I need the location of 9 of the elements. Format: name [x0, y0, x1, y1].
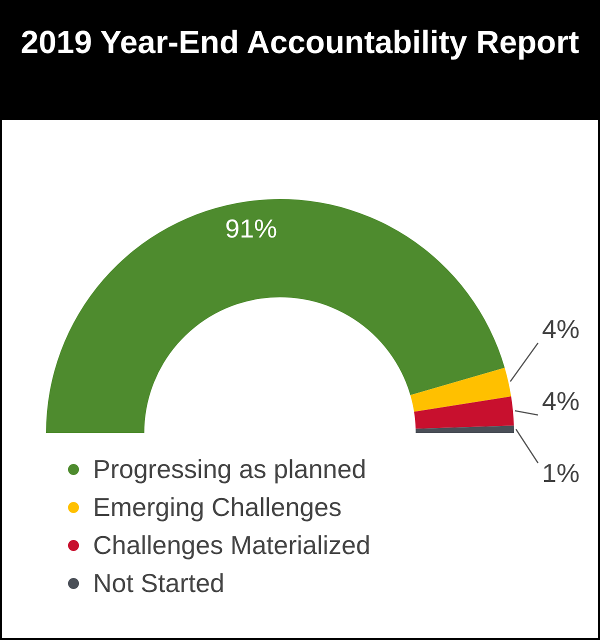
legend-label: Progressing as planned: [93, 454, 366, 484]
legend-label: Challenges Materialized: [93, 530, 370, 560]
data-label: 1%: [542, 458, 580, 488]
chart-title: 2019 Year-End Accountability Report: [2, 2, 598, 120]
data-label: 4%: [542, 314, 580, 344]
data-label: 91%: [225, 213, 278, 244]
data-label: 4%: [542, 386, 580, 416]
legend-label: Emerging Challenges: [93, 492, 342, 522]
legend-label: Not Started: [93, 568, 225, 598]
